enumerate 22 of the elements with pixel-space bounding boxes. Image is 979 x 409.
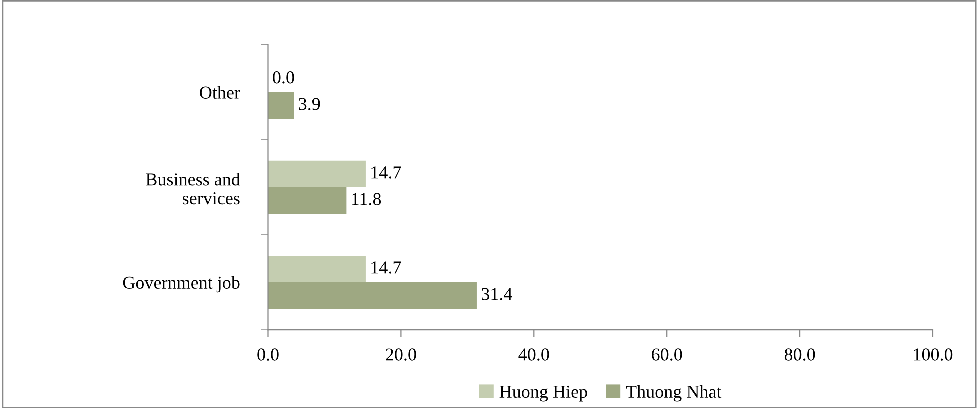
bar	[268, 256, 366, 283]
x-tick-label: 0.0	[258, 348, 279, 361]
data-label: 0.0	[273, 72, 294, 84]
data-label: 14.7	[372, 262, 402, 274]
legend-label: Thuong Nhat	[626, 385, 722, 402]
x-tick-label: 40.0	[518, 348, 550, 361]
x-tick-label: 60.0	[652, 348, 682, 361]
data-label: 14.7	[372, 166, 402, 179]
x-tick-label: 20.0	[386, 348, 416, 361]
legend-label: Huong Hiep	[500, 386, 588, 402]
data-label: 3.9	[299, 98, 320, 110]
x-tick-label: 80.0	[784, 348, 816, 361]
y-tick-label: Government job	[123, 276, 240, 293]
bar	[268, 188, 347, 214]
y-tick-label: Business and services	[146, 173, 240, 205]
data-label: 11.8	[352, 193, 382, 206]
x-tick-label: 100.0	[914, 348, 953, 361]
data-label: 31.4	[482, 288, 512, 300]
y-tick-label: Other	[200, 86, 240, 99]
bar	[268, 282, 477, 310]
bar	[268, 92, 294, 120]
bar	[268, 160, 366, 188]
